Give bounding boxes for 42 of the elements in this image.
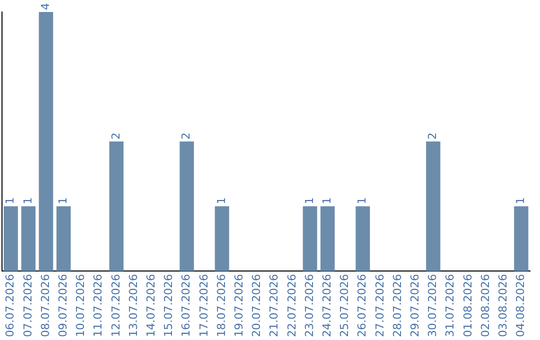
x-tick-label: 15.07.2026 xyxy=(162,274,176,338)
x-tick-label: 06.07.2026 xyxy=(4,274,17,338)
x-tick-label: 09.07.2026 xyxy=(56,274,70,338)
x-tick-label: 07.07.2026 xyxy=(21,274,34,338)
x-tick-label: 19.07.2026 xyxy=(232,274,246,338)
data-label: 2 xyxy=(426,132,440,140)
x-tick-label: 20.07.2026 xyxy=(250,274,264,338)
x-tick-label: 24.07.2026 xyxy=(320,274,334,338)
x-tick-label: 08.07.2026 xyxy=(38,274,52,338)
x-tick-label: 03.08.2026 xyxy=(496,274,510,338)
x-tick-label: 23.07.2026 xyxy=(302,274,316,338)
x-tick-label: 18.07.2026 xyxy=(214,274,228,338)
x-tick-label: 21.07.2026 xyxy=(268,274,281,338)
x-tick-label: 16.07.2026 xyxy=(180,274,193,338)
data-label: 1 xyxy=(4,197,17,204)
data-label: 1 xyxy=(21,197,34,204)
x-tick-label: 30.07.2026 xyxy=(426,274,440,338)
data-label: 1 xyxy=(56,197,70,204)
x-tick-label: 26.07.2026 xyxy=(356,274,369,338)
x-tick-label: 27.07.2026 xyxy=(373,274,386,338)
x-tick-label: 11.07.2026 xyxy=(92,274,105,338)
data-label: 1 xyxy=(356,197,369,204)
x-tick-label: 13.07.2026 xyxy=(126,274,140,338)
data-label: 1 xyxy=(514,197,528,204)
data-label: 1 xyxy=(320,197,334,204)
x-tick-label: 31.07.2026 xyxy=(444,274,457,338)
data-label: 1 xyxy=(302,197,316,204)
x-tick-label: 28.07.2026 xyxy=(390,274,404,338)
x-tick-label: 04.08.2026 xyxy=(514,274,528,338)
data-label: 4 xyxy=(38,3,52,10)
x-tick-label: 22.07.2026 xyxy=(285,274,298,338)
x-tick-label: 02.08.2026 xyxy=(478,274,492,338)
data-label: 2 xyxy=(180,132,193,140)
x-tick-label: 17.07.2026 xyxy=(197,274,210,338)
x-tick-label: 14.07.2026 xyxy=(144,274,158,338)
data-label: 1 xyxy=(214,197,228,204)
data-label: 2 xyxy=(109,132,122,140)
x-tick-label: 25.07.2026 xyxy=(338,274,352,338)
x-tick-label: 10.07.2026 xyxy=(74,274,88,338)
x-tick-label: 29.07.2026 xyxy=(408,274,422,338)
x-tick-label: 12.07.2026 xyxy=(109,274,122,338)
x-tick-label: 01.08.2026 xyxy=(461,274,474,338)
